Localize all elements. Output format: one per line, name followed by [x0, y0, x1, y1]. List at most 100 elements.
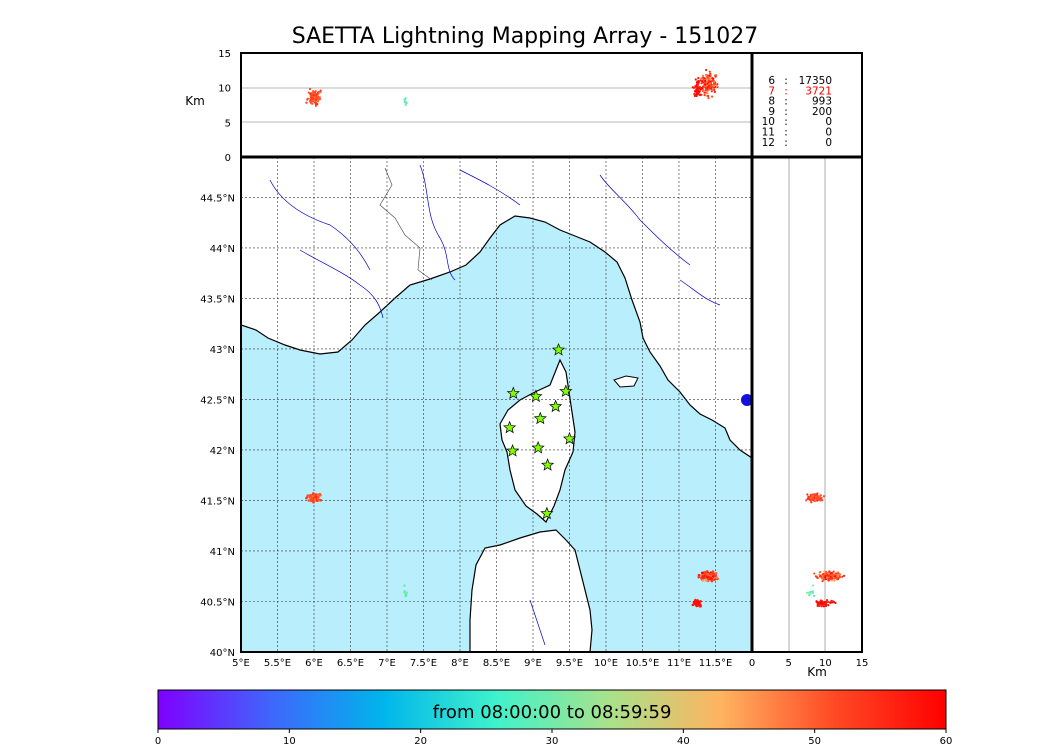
colorbar-tick-label: 20 [414, 736, 427, 747]
source-point-lon-alt [701, 85, 705, 88]
source-point-alt-lat [828, 574, 831, 577]
source-point-lon-alt [309, 100, 312, 104]
source-point-alt-lat [816, 576, 819, 579]
source-point [697, 573, 701, 577]
map-x-tick-label: 7°E [378, 658, 396, 669]
source-point-alt-lat [830, 577, 834, 580]
stat-level: 9 [768, 106, 775, 118]
source-point [694, 601, 698, 605]
source-point-lon-alt [318, 98, 322, 101]
source-point-alt-lat [809, 590, 812, 594]
station-marker [529, 389, 543, 403]
source-point-lon-alt [695, 92, 698, 95]
source-point [404, 591, 408, 595]
stat-count: 993 [812, 96, 832, 108]
source-point-lon-alt [709, 77, 712, 80]
source-point [712, 575, 715, 578]
source-point [310, 497, 314, 500]
border-line [379, 167, 433, 281]
source-point [305, 496, 308, 500]
map-x-tick-label: 5°E [232, 658, 250, 669]
source-point-alt-lat [815, 497, 819, 500]
source-point [306, 494, 310, 497]
station-marker [540, 458, 555, 471]
source-point-lon-alt [712, 84, 716, 88]
source-point-lon-alt [701, 81, 705, 84]
colorbar-ticks: 0 10 20 30 40 50 60 [155, 729, 952, 747]
source-point-lon-alt [308, 87, 312, 91]
figure-frame [240, 52, 863, 653]
map-x-tick-label: 11.5°E [699, 658, 733, 669]
stat-separator: : [784, 96, 788, 108]
stat-separator: : [784, 106, 788, 118]
source-point-lon-alt [699, 93, 702, 96]
source-point-lon-alt [713, 90, 717, 93]
source-point-lon-alt [311, 102, 314, 105]
colorbar-tick-label: 30 [546, 736, 559, 747]
source-point-alt-lat [816, 499, 819, 502]
source-point-alt-lat [825, 570, 828, 574]
source-point-alt-lat [816, 603, 819, 606]
map-sources [305, 492, 719, 608]
station-marker [548, 399, 563, 413]
source-point-lon-alt [703, 91, 706, 94]
map-y-ticks: 40°N 40.5°N 41°N 41.5°N 42°N 42.5°N 43°N 43.5°N… [200, 193, 235, 659]
source-point-lon-alt [307, 91, 310, 94]
stat-count: 0 [825, 137, 832, 149]
source-point-lon-alt [709, 72, 712, 76]
source-point-alt-lat [822, 495, 826, 498]
map-y-tick-label: 40.5°N [200, 597, 235, 608]
source-point-alt-lat [805, 591, 809, 594]
source-point-lon-alt [693, 92, 696, 96]
source-point [307, 499, 311, 502]
source-point [714, 571, 718, 575]
source-point-lon-alt [319, 89, 322, 92]
source-point [316, 496, 320, 499]
source-point-lon-alt [314, 104, 317, 107]
source-point-lon-alt [318, 96, 321, 99]
source-point-alt-lat [815, 495, 818, 498]
source-point-lon-alt [715, 84, 719, 88]
source-point-alt-lat [827, 604, 830, 607]
source-point [314, 495, 318, 499]
height-ticks: 0 5 10 15 [218, 49, 231, 164]
source-point-lon-alt [305, 101, 308, 104]
source-point-alt-lat [815, 600, 818, 603]
source-point-alt-lat [836, 577, 839, 580]
station-marker [533, 411, 547, 425]
stat-count: 200 [812, 106, 832, 118]
source-point-alt-lat [827, 577, 831, 580]
source-point-lon-alt [705, 68, 708, 72]
colorbar-tick-label: 50 [808, 736, 821, 747]
map-y-tick-label: 43°N [210, 345, 235, 356]
source-point-alt-lat [818, 573, 821, 576]
source-point-alt-lat [806, 493, 809, 496]
map-x-tick-label: 10.5°E [626, 658, 660, 669]
source-point-alt-lat [818, 604, 821, 607]
side-x-tick-label: 5 [785, 658, 791, 669]
source-point-lon-alt [703, 94, 706, 97]
source-point-lon-alt [316, 100, 320, 103]
source-point-lon-alt [319, 91, 322, 94]
altitude-lon-panel [241, 53, 752, 157]
source-point [706, 575, 709, 579]
source-point-alt-lat [824, 601, 828, 605]
colorbar-label: from 08:00:00 to 08:59:59 [432, 702, 672, 723]
source-point [309, 495, 312, 498]
source-point-alt-lat [814, 498, 817, 502]
colorbar-tick-label: 10 [283, 736, 296, 747]
source-point-lon-alt [702, 78, 705, 81]
map-x-ticks: 5°E 5.5°E 6°E 6.5°E 7°E 7.5°E 8°E 8.5°E 9°E 9.5°E… [232, 658, 732, 669]
map-x-tick-label: 6°E [305, 658, 323, 669]
source-point-lon-alt [312, 94, 315, 97]
map-y-tick-label: 40°N [210, 648, 235, 659]
source-point-lon-alt [314, 101, 318, 105]
station-marker [562, 431, 577, 445]
station-marker [540, 506, 554, 520]
source-point-alt-lat [819, 602, 822, 605]
source-point-lon-alt [692, 86, 696, 89]
stat-count: 0 [825, 116, 832, 128]
source-point-alt-lat [826, 600, 830, 604]
source-point-alt-lat [825, 598, 829, 602]
